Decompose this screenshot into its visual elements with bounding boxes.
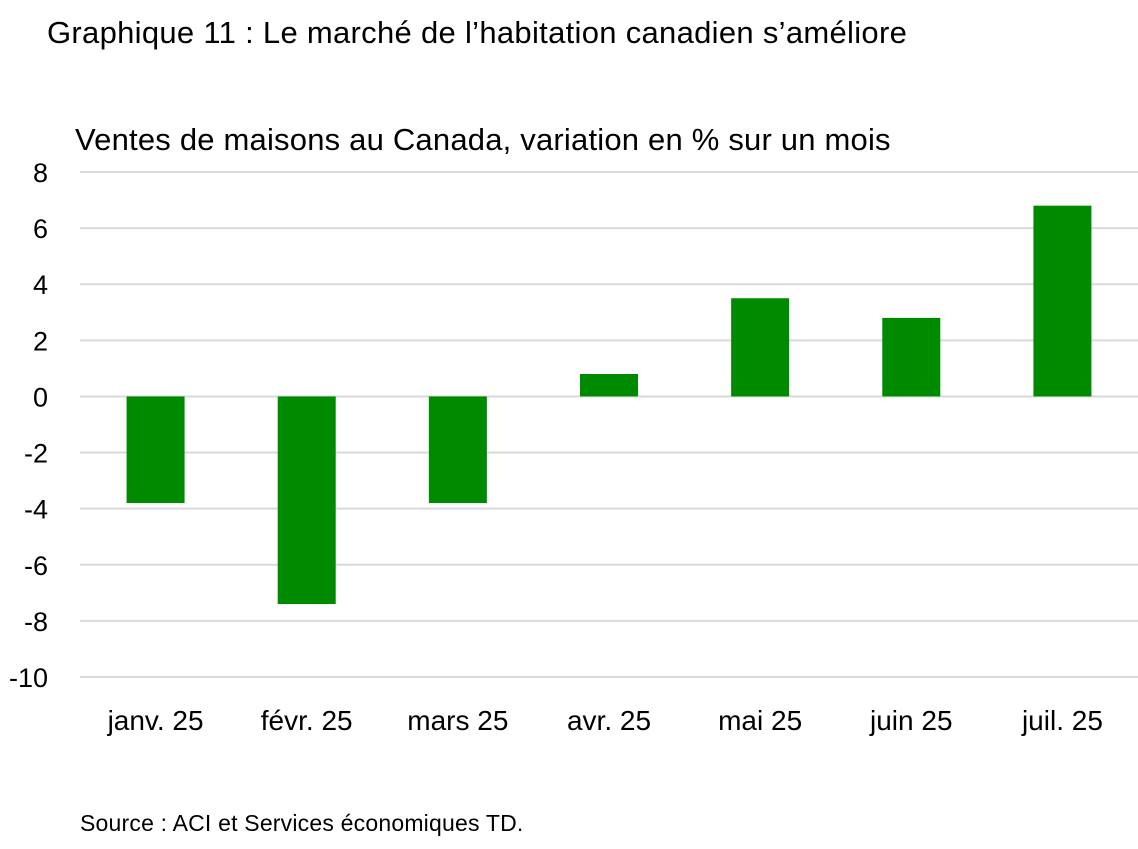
bar: [580, 374, 638, 397]
x-tick-label: juin 25: [869, 705, 953, 736]
bar: [126, 396, 185, 504]
x-tick-label: juil. 25: [1021, 705, 1103, 736]
x-tick-label: avr. 25: [567, 705, 651, 736]
bar: [882, 317, 941, 397]
chart-subtitle: Ventes de maisons au Canada, variation e…: [75, 122, 891, 157]
y-tick-label: 8: [33, 158, 48, 188]
x-tick-label: févr. 25: [261, 705, 353, 736]
y-tick-label: -2: [24, 439, 48, 469]
y-tick-label: -6: [24, 551, 48, 581]
chart-title: Graphique 11 : Le marché de l’habitation…: [47, 15, 908, 50]
source-note: Source : ACI et Services économiques TD.: [80, 810, 524, 836]
x-tick-label: mars 25: [407, 705, 508, 736]
y-tick-label: 0: [33, 382, 48, 412]
y-tick-label: -4: [24, 495, 48, 525]
bar: [428, 396, 487, 504]
gridlines: [80, 171, 1138, 678]
bars: [126, 205, 1092, 605]
bar: [1033, 205, 1092, 397]
bar: [277, 396, 336, 605]
y-tick-label: -10: [9, 663, 48, 693]
x-axis-ticks: janv. 25 févr. 25 mars 25 avr. 25 mai 25 juin…: [107, 705, 1103, 736]
x-tick-label: mai 25: [718, 705, 802, 736]
y-axis-ticks: 8 6 4 2 0 -2 -4 -6 -8 -10: [9, 158, 48, 693]
bar: [731, 298, 790, 397]
x-tick-label: janv. 25: [107, 705, 204, 736]
y-tick-label: 6: [33, 214, 48, 244]
y-tick-label: 2: [33, 326, 48, 356]
y-tick-label: -8: [24, 607, 48, 637]
y-tick-label: 4: [33, 270, 48, 300]
